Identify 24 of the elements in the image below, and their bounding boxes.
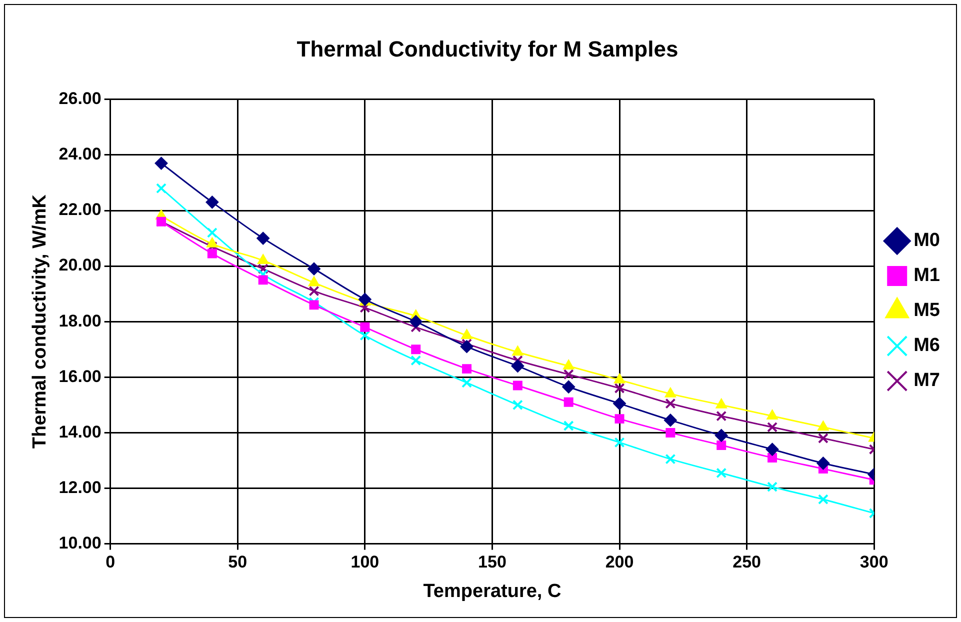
legend-label: M6 [914, 335, 940, 356]
legend-label: M0 [914, 230, 940, 252]
x-tick-label: 100 [350, 552, 380, 572]
y-tick-label: 26.00 [58, 89, 102, 108]
legend-label: M5 [914, 300, 940, 322]
x-axis-title: Temperature, C [423, 580, 562, 602]
legend-label: M1 [914, 265, 940, 286]
x-tick-label: 50 [228, 552, 248, 572]
x-tick-label: 150 [478, 552, 506, 572]
y-tick-label: 24.00 [58, 144, 102, 164]
x-tick-label: 300 [860, 552, 888, 572]
y-tick-label: 20.00 [58, 256, 102, 275]
x-tick-label: 0 [106, 552, 116, 572]
y-tick-label: 10.00 [58, 533, 102, 552]
x-tick-label: 250 [732, 552, 761, 572]
y-axis-title: Thermal conductivity, W/mK [30, 194, 51, 449]
y-tick-label: 16.00 [58, 366, 102, 386]
chart-title: Thermal Conductivity for M Samples [296, 36, 678, 62]
y-tick-label: 12.00 [58, 478, 102, 497]
legend-label: M7 [914, 370, 940, 392]
y-tick-label: 14.00 [58, 422, 102, 442]
y-tick-label: 18.00 [58, 311, 102, 330]
x-tick-label: 200 [605, 552, 634, 572]
y-tick-label: 22.00 [58, 200, 102, 220]
